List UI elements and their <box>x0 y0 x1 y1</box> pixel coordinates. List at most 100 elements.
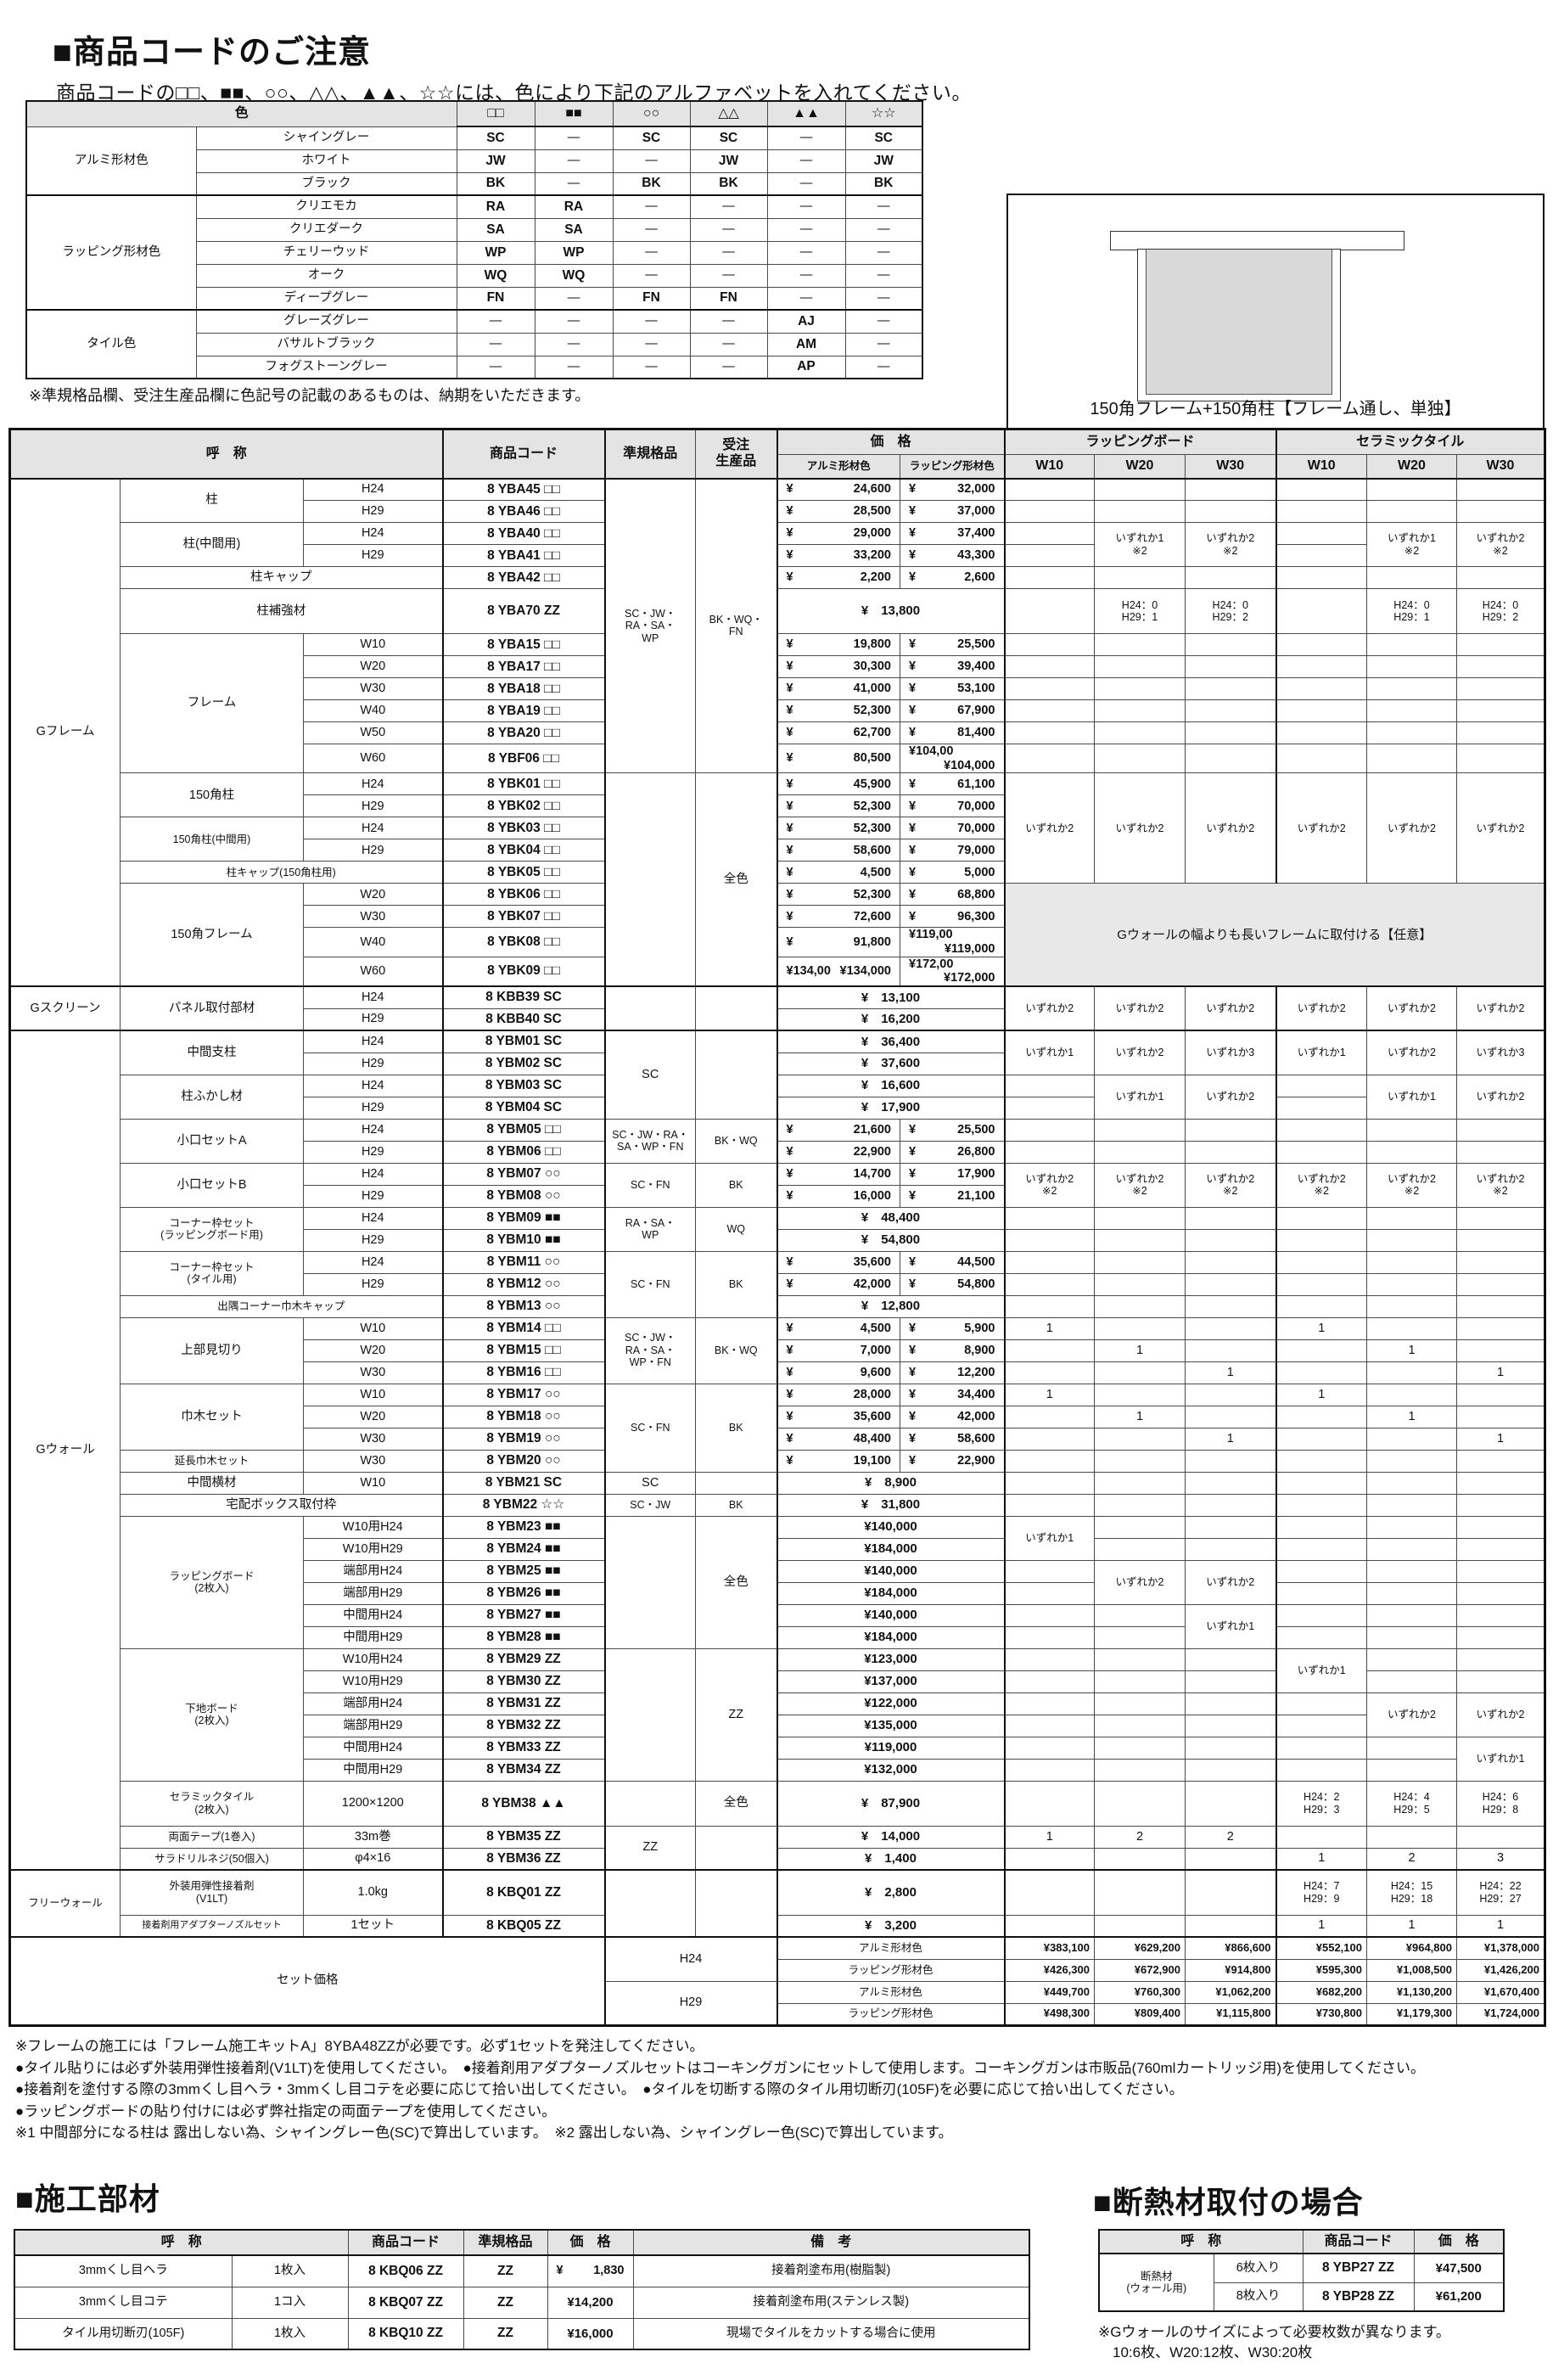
table-cell <box>604 985 696 1031</box>
table-cell <box>1185 478 1277 501</box>
table-cell: — <box>844 286 923 311</box>
table-cell: H24 <box>604 1936 778 1982</box>
table-cell <box>1094 1427 1186 1451</box>
table-cell: — <box>612 332 691 356</box>
table-cell <box>1366 1493 1457 1517</box>
table-cell: W40 <box>303 699 444 722</box>
table-cell <box>1366 1228 1457 1252</box>
table-cell <box>1366 633 1457 656</box>
table-cell <box>695 1030 778 1120</box>
table-cell: 8 KBB39 SC <box>442 985 606 1009</box>
table-cell: ¥43,300 <box>900 544 1006 567</box>
table-cell: ¥16,000 <box>547 2317 634 2350</box>
table-cell: 1200×1200 <box>303 1780 444 1827</box>
table-cell <box>1366 655 1457 678</box>
table-cell: W10用H29 <box>303 1670 444 1693</box>
table-cell: WQ <box>456 263 535 288</box>
table-cell: ¥54,800 <box>900 1272 1006 1296</box>
table-cell <box>1456 699 1545 722</box>
table-cell: 8 YBM06 □□ <box>442 1140 606 1164</box>
table-cell: 8 KBQ05 ZZ <box>442 1914 606 1938</box>
table-cell: ¥ 17,900 <box>776 1096 1006 1120</box>
table-cell: H24：2 H29：3 <box>1275 1780 1367 1827</box>
table-cell <box>1366 1272 1457 1296</box>
table-cell: W50 <box>303 721 444 744</box>
table-cell: H29 <box>303 1052 444 1075</box>
table-cell: ¥29,000 <box>776 522 900 545</box>
table-cell: ¥5,000 <box>900 861 1006 884</box>
table-cell: — <box>612 309 691 334</box>
table-cell: ¥67,900 <box>900 699 1006 722</box>
table-cell <box>1275 1581 1367 1605</box>
table-cell: タイル用切断刃(105F) <box>14 2317 233 2350</box>
table-cell: ¥72,600 <box>776 905 900 929</box>
table-cell <box>1094 1603 1186 1627</box>
table-cell: いずれか2 <box>1456 985 1545 1031</box>
table-cell: ¥68,800 <box>900 883 1006 907</box>
table-cell <box>1004 522 1095 545</box>
table-cell: 上部見切り <box>120 1316 304 1384</box>
table-cell: 出隅コーナー巾木キャップ <box>120 1294 444 1318</box>
table-cell <box>1456 1206 1545 1230</box>
table-cell: 8 YBM03 SC <box>442 1074 606 1097</box>
table-cell: RA・SA・ WP <box>604 1206 696 1252</box>
table-cell: ¥ 16,600 <box>776 1074 1006 1097</box>
table-cell: — <box>689 355 768 379</box>
table-cell: Gスクリーン <box>9 985 121 1031</box>
base-graphic <box>1146 394 1332 401</box>
table-cell <box>1094 1647 1186 1671</box>
insulation-title: ■断熱材取付の場合 <box>1093 2185 1364 2220</box>
table-cell: ¥35,600 <box>776 1250 900 1274</box>
table-cell: — <box>612 149 691 173</box>
table-cell: ¥552,100 <box>1275 1936 1367 1960</box>
insulation-table: 呼 称商品コード価 格断熱材 (ウォール用) 6枚入り 8 YBP27 ZZ ¥47,… <box>1098 2229 1505 2312</box>
table-cell: 3 <box>1456 1847 1545 1871</box>
table-cell: W40 <box>303 927 444 957</box>
table-cell: AM <box>766 332 846 356</box>
table-cell <box>1185 1405 1277 1429</box>
table-cell: 8 YBM01 SC <box>442 1030 606 1053</box>
table-cell <box>1275 1228 1367 1252</box>
table-cell: 8 YBM22 ☆☆ <box>442 1493 606 1517</box>
table-cell: ¥132,000 <box>776 1758 1006 1782</box>
table-cell: ¥498,300 <box>1004 2002 1095 2026</box>
table-cell: 商品コード <box>442 429 606 480</box>
table-cell: ¥ 48,400 <box>776 1206 1006 1230</box>
table-cell: 8 YBM24 ■■ <box>442 1537 606 1561</box>
table-cell: SC・FN <box>604 1250 696 1318</box>
table-cell: ¥2,600 <box>900 566 1006 589</box>
table-cell: BK <box>844 171 923 196</box>
table-cell <box>1094 1780 1186 1827</box>
table-cell: いずれか2 <box>1094 1559 1186 1605</box>
table-cell: オーク <box>195 263 457 288</box>
table-cell: ¥184,000 <box>776 1537 1006 1561</box>
table-cell: — <box>456 355 535 379</box>
table-cell <box>1275 1272 1367 1296</box>
table-cell <box>1004 699 1095 722</box>
table-cell: H29 <box>303 1184 444 1208</box>
table-cell: FN <box>456 286 535 311</box>
table-cell: JW <box>689 149 768 173</box>
table-cell: — <box>844 355 923 379</box>
table-cell: 接着剤用アダプターノズルセット <box>120 1914 304 1938</box>
table-cell: BK <box>689 171 768 196</box>
insulation-grid: 呼 称商品コード価 格断熱材 (ウォール用) 6枚入り 8 YBP27 ZZ ¥47,… <box>1098 2229 1505 2312</box>
diagram-caption: 150角フレーム+150角柱【フレーム通し、単独】 <box>1090 400 1461 418</box>
table-cell <box>604 1515 696 1649</box>
table-cell: W10 <box>303 1471 444 1495</box>
table-cell <box>1366 1537 1457 1561</box>
table-cell <box>1366 1758 1457 1782</box>
table-cell: ¥1,179,300 <box>1366 2002 1457 2026</box>
table-cell: 端部用H24 <box>303 1692 444 1715</box>
table-cell <box>1366 1603 1457 1627</box>
table-cell <box>1185 1383 1277 1406</box>
table-cell <box>1456 1471 1545 1495</box>
table-cell: アルミ形材色 <box>776 454 900 480</box>
table-cell: ¥52,300 <box>776 699 900 722</box>
table-cell <box>1004 743 1095 774</box>
post-right-graphic <box>1332 250 1340 401</box>
table-cell <box>1094 633 1186 656</box>
table-cell <box>1366 1206 1457 1230</box>
table-cell <box>1004 1559 1095 1583</box>
table-cell <box>1004 1780 1095 1827</box>
